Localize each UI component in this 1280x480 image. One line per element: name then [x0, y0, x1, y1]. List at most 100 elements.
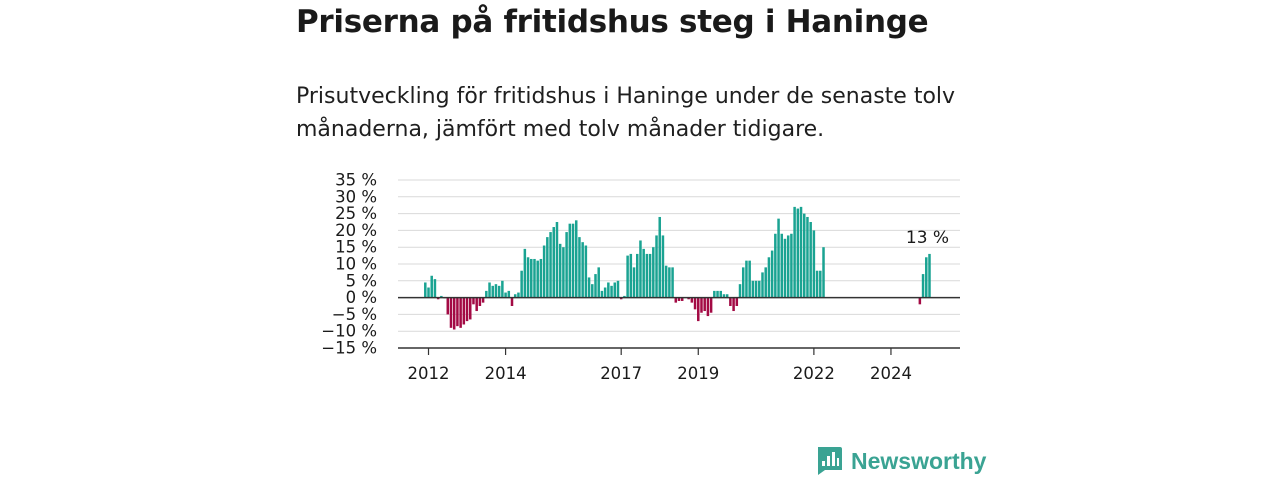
- y-tick-label: 20 %: [335, 221, 377, 240]
- bar: [623, 295, 626, 298]
- bar: [549, 232, 552, 298]
- bar: [652, 247, 655, 298]
- bar: [668, 267, 671, 298]
- y-tick-label: −5 %: [332, 305, 377, 324]
- bar: [648, 253, 652, 298]
- bar: [571, 223, 575, 298]
- bar: [642, 248, 645, 298]
- bar: [436, 297, 440, 300]
- bar: [738, 284, 742, 298]
- bar: [517, 292, 520, 298]
- brand-name: Newsworthy: [851, 447, 987, 474]
- bar: [697, 297, 700, 322]
- bar: [658, 216, 661, 298]
- bar: [700, 297, 703, 313]
- bar: [626, 255, 629, 298]
- bar: [790, 233, 793, 298]
- x-tick-label: 2019: [677, 364, 719, 383]
- bar: [488, 282, 491, 298]
- bar: [594, 274, 597, 298]
- bar: [751, 280, 755, 298]
- bar: [584, 245, 588, 298]
- bar: [603, 287, 607, 298]
- bar: [456, 297, 459, 327]
- bar: [491, 285, 494, 298]
- y-tick-label: 15 %: [335, 238, 377, 257]
- bar: [530, 258, 533, 298]
- bar: [520, 270, 523, 298]
- bar: [568, 223, 572, 298]
- bar: [507, 290, 511, 298]
- bar: [786, 235, 790, 298]
- bar: [802, 213, 806, 298]
- bar: [427, 287, 430, 298]
- bar: [607, 282, 610, 298]
- bar: [574, 220, 578, 298]
- bar: [555, 222, 559, 298]
- bar: [497, 285, 501, 298]
- newsworthy-logo-icon: [818, 447, 842, 475]
- bar: [812, 230, 816, 298]
- bar: [921, 274, 925, 298]
- bar: [536, 260, 539, 298]
- bar: [591, 284, 594, 298]
- bar: [655, 235, 658, 298]
- bar: [706, 297, 710, 317]
- bar: [780, 233, 784, 298]
- bar: [822, 247, 825, 298]
- bar: [806, 216, 809, 298]
- bar: [424, 282, 427, 298]
- bar: [465, 297, 469, 322]
- bar: [677, 297, 681, 301]
- bar: [815, 270, 819, 298]
- x-tick-label: 2022: [793, 364, 835, 383]
- bar: [690, 297, 694, 303]
- bar: [703, 297, 706, 312]
- last-value-label: 13 %: [906, 228, 949, 248]
- bar: [725, 294, 729, 298]
- bar: [440, 295, 443, 298]
- bar: [774, 233, 777, 298]
- bar: [709, 297, 713, 313]
- bar: [472, 297, 475, 305]
- bar: [761, 272, 764, 298]
- y-tick-label: 25 %: [335, 204, 377, 223]
- bar: [748, 260, 751, 298]
- bar: [635, 253, 639, 298]
- bar: [745, 260, 748, 298]
- bar: [610, 285, 613, 298]
- bar: [449, 297, 453, 328]
- bar: [478, 297, 482, 306]
- bar: [671, 267, 674, 298]
- bar: [632, 267, 636, 298]
- bar: [729, 297, 732, 306]
- bar: [783, 238, 787, 298]
- bar: [928, 253, 931, 298]
- bar: [501, 280, 504, 298]
- bar: [504, 292, 507, 298]
- bar: [680, 297, 684, 301]
- bar: [799, 206, 803, 298]
- bar: [722, 294, 726, 298]
- bar: [918, 297, 922, 305]
- chart-subtitle: Prisutveckling för fritidshus i Haninge …: [296, 84, 956, 142]
- bar: [587, 277, 591, 298]
- y-tick-label: 35 %: [335, 171, 377, 190]
- bar: [716, 290, 719, 298]
- bar: [565, 232, 568, 298]
- bar: [481, 297, 485, 303]
- bar: [687, 297, 690, 300]
- y-tick-label: 10 %: [335, 255, 377, 274]
- brand-logo: Newsworthy: [815, 446, 986, 476]
- bar: [796, 208, 800, 298]
- x-tick-label: 2024: [870, 364, 912, 383]
- bar: [819, 270, 822, 298]
- bar: [513, 294, 517, 298]
- bar: [485, 290, 488, 298]
- bar: [664, 265, 668, 298]
- bar: [767, 257, 771, 298]
- x-tick-label: 2014: [485, 364, 527, 383]
- bar: [741, 267, 745, 298]
- bar: [533, 258, 536, 298]
